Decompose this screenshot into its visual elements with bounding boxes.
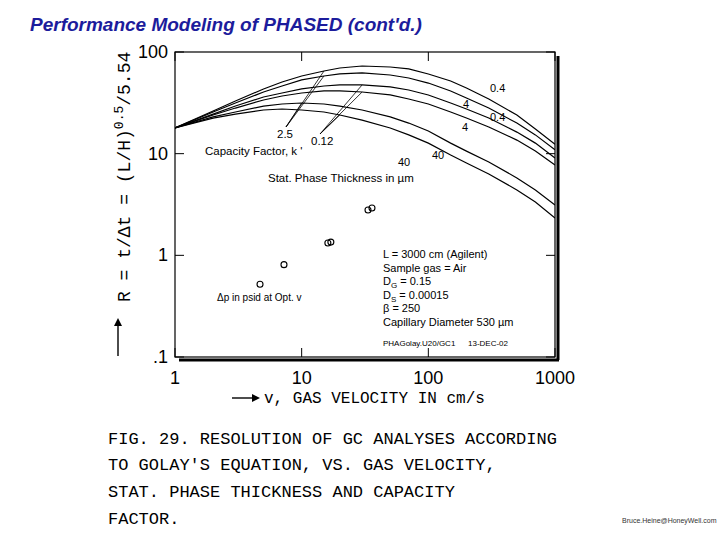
- parameter-line: β = 250: [383, 302, 420, 314]
- parameter-text: D: [383, 289, 391, 301]
- parameter-line: Capillary Diameter 530 µm: [383, 316, 513, 328]
- parameter-text: Capillary Diameter 530 µm: [383, 316, 513, 328]
- y-tick-label: 1: [158, 245, 168, 265]
- y-axis-label-part: R = t/Δt = (L/H): [115, 129, 135, 302]
- scatter-point: [257, 281, 263, 287]
- y-tick: [175, 255, 184, 256]
- x-tick-label: 10: [292, 368, 312, 388]
- y-tick: [546, 255, 555, 256]
- footer-email: Bruce.Heine@HoneyWell.com: [622, 517, 717, 525]
- leader-line: [320, 115, 340, 134]
- annotation: Stat. Phase Thickness in µm: [268, 172, 414, 184]
- series-label: 0.4: [490, 111, 505, 123]
- file-date: 13-DEC-02: [468, 339, 509, 348]
- plot-frame: [175, 52, 555, 357]
- file-id: PHAGolay.U20/GC1: [383, 339, 456, 348]
- y-axis-arrow: [117, 326, 118, 356]
- parameter-text: Sample gas = Air: [383, 262, 467, 274]
- parameter-text: = 0.15: [397, 275, 431, 287]
- y-tick: [175, 153, 184, 154]
- series-label: 40: [432, 149, 444, 161]
- y-axis-arrow-head: [114, 318, 122, 326]
- y-tick-label: 10: [148, 144, 168, 164]
- y-axis-label: R = t/Δt = (L/H)0.5/5.54: [112, 52, 135, 302]
- series-label: Δp in psid at Opt. v: [217, 292, 302, 303]
- series-label: 40: [398, 156, 410, 168]
- frame-shadow: [179, 359, 559, 362]
- parameter-line: L = 3000 cm (Agilent): [383, 248, 487, 260]
- x-tick: [428, 52, 429, 61]
- x-tick: [428, 348, 429, 357]
- figure-caption: FIG. 29. RESOLUTION OF GC ANALYSES ACCOR…: [108, 430, 557, 449]
- chart-root: Performance Modeling of PHASED (cont'd.)…: [0, 0, 720, 540]
- annotation-value: 0.12: [311, 135, 333, 147]
- x-axis-arrow: [232, 397, 252, 398]
- parameter-line: Sample gas = Air: [383, 262, 467, 274]
- series-line: [175, 103, 555, 205]
- frame-shadow: [557, 56, 560, 360]
- leader-line: [286, 71, 324, 127]
- x-tick: [555, 52, 556, 61]
- annotation-value: 2.5: [277, 128, 293, 140]
- x-tick: [301, 52, 302, 61]
- leader-line: [320, 92, 362, 134]
- scatter-point: [281, 262, 287, 268]
- annotation: Capacity Factor, k ': [205, 145, 302, 157]
- x-tick-label: 1000: [535, 368, 575, 388]
- x-tick-label: 1: [170, 368, 180, 388]
- parameter-text: L = 3000 cm (Agilent): [383, 248, 487, 260]
- y-tick-label: 100: [138, 42, 168, 62]
- series-line: [175, 66, 555, 144]
- x-axis-label: v, GAS VELOCITY IN cm/s: [264, 390, 485, 408]
- y-tick: [546, 52, 555, 53]
- leader-line: [320, 85, 362, 134]
- figure-caption: FACTOR.: [108, 510, 179, 529]
- series-line: [175, 91, 555, 165]
- y-tick-label: .1: [153, 347, 168, 367]
- slide-title: Performance Modeling of PHASED (cont'd.): [30, 14, 422, 35]
- leader-line: [286, 103, 302, 127]
- series-line: [175, 109, 555, 218]
- series-label: 4: [462, 121, 468, 133]
- series-label: 0.4: [490, 82, 505, 94]
- scatter-point: [369, 205, 375, 211]
- parameter-text: D: [383, 275, 391, 287]
- y-axis-label-superscript: 0.5: [112, 106, 127, 129]
- leader-line: [286, 76, 324, 127]
- figure-caption: STAT. PHASE THICKNESS AND CAPACITY: [108, 483, 455, 502]
- x-tick: [555, 348, 556, 357]
- x-axis-arrow-head: [252, 394, 260, 402]
- x-tick: [175, 52, 176, 61]
- figure-caption: TO GOLAY'S EQUATION, VS. GAS VELOCITY,: [108, 456, 496, 475]
- parameter-text: β = 250: [383, 302, 420, 314]
- y-tick: [546, 357, 555, 358]
- plot-area: [175, 66, 555, 287]
- y-axis-label-part: /5.54: [115, 52, 135, 106]
- series-line: [175, 73, 555, 150]
- x-tick: [175, 348, 176, 357]
- x-tick-label: 100: [413, 368, 443, 388]
- series-label: 4: [463, 98, 469, 110]
- scatter-point: [328, 239, 334, 245]
- y-tick: [175, 357, 184, 358]
- parameter-text: = 0.00015: [396, 289, 448, 301]
- x-tick: [301, 348, 302, 357]
- y-tick: [175, 52, 184, 53]
